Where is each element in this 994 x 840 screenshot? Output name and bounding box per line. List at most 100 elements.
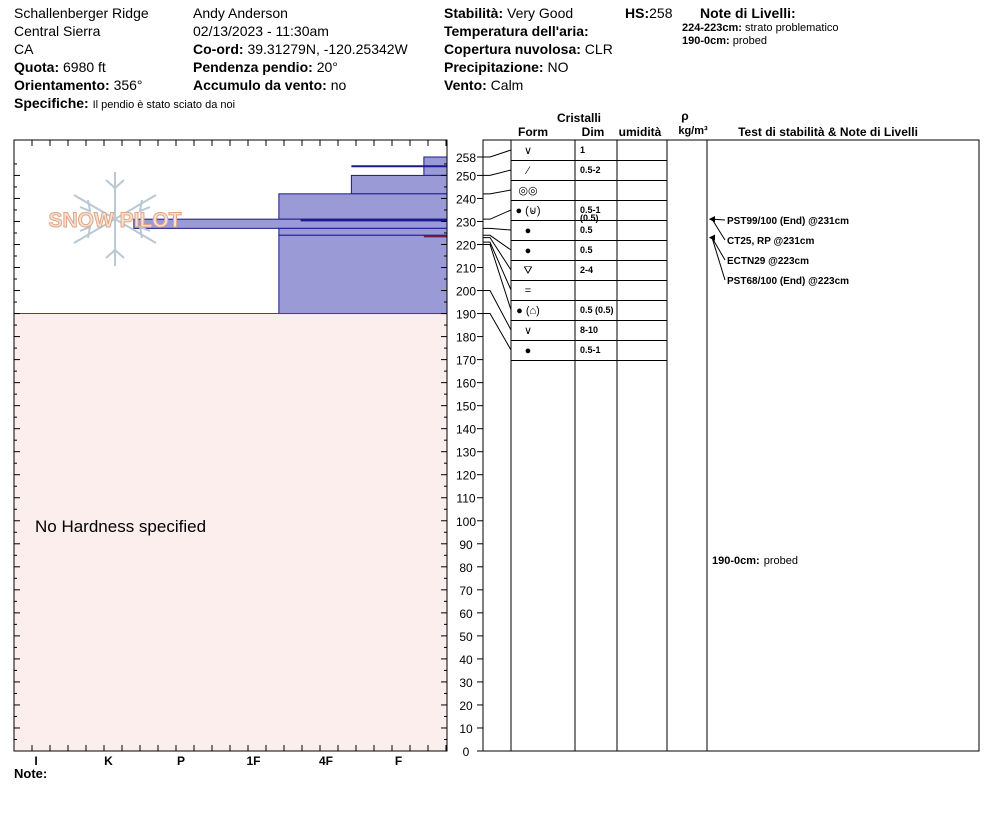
left-tick-marks [14, 163, 20, 752]
specifics: Specifiche: Il pendio è stato sciato da … [14, 95, 236, 111]
layer-connector-lines [483, 149, 512, 351]
depth-tick-label: 200 [456, 285, 476, 299]
stability-test-annotations: PST99/100 (End) @231cm CT25, RP @231cm ECT… [709, 216, 849, 287]
right-tick-marks [441, 163, 447, 752]
crystal-form-symbol: ● [525, 245, 532, 257]
profile-note: 190-0cm: probed [712, 555, 798, 567]
probed-region [14, 313, 447, 751]
moisture-header: umidità [619, 125, 662, 139]
crystal-size: 0.5-1 [580, 345, 601, 355]
size-header: Dim [582, 125, 605, 139]
layer-connector [483, 237, 512, 271]
depth-tick-label: 150 [456, 400, 476, 414]
depth-tick-label: 120 [456, 469, 476, 483]
hardness-layer-bar [350, 174, 448, 195]
datetime: 02/13/2023 - 11:30am [193, 23, 329, 39]
layer-connector [483, 227, 512, 231]
wind: Vento: Calm [444, 77, 524, 93]
depth-tick-label: 180 [456, 331, 476, 345]
top-tick-marks [13, 140, 447, 146]
hardness-layer-bar [278, 193, 448, 220]
aspect: Orientamento: 356° [14, 77, 143, 93]
state: CA [14, 41, 34, 57]
stability-test-label: PST68/100 (End) @223cm [727, 276, 849, 287]
total-snow-depth: HS:258 [625, 5, 673, 21]
depth-tick-label: 258 [456, 151, 476, 165]
depth-tick-label: 20 [459, 699, 473, 713]
observer: Andy Anderson [193, 5, 288, 21]
depth-tick-label: 70 [459, 584, 473, 598]
layer-connector [483, 290, 512, 331]
crystal-form-symbol: ● (⊌) [515, 205, 540, 217]
layer-notes-title: Note di Livelli: [700, 5, 796, 21]
test-leader-line [711, 237, 726, 261]
crystal-size: 0.5-2 [580, 165, 601, 175]
depth-tick-label: 90 [459, 538, 473, 552]
depth-tick-label: 40 [459, 653, 473, 667]
depth-tick-label: 210 [456, 262, 476, 276]
elevation: Quota: 6980 ft [14, 59, 106, 75]
depth-tick-label: 10 [459, 722, 473, 736]
density-symbol: ρ [681, 109, 688, 123]
slope-angle: Pendenza pendio: 20° [193, 59, 338, 75]
depth-tick-label: 160 [456, 377, 476, 391]
depth-tick-label: 240 [456, 192, 476, 206]
crystal-size: 2-4 [580, 265, 593, 275]
coordinates: Co-ord: 39.31279N, -120.25342W [193, 41, 408, 57]
depth-tick-label: 220 [456, 238, 476, 252]
hardness-layer-bar [278, 227, 448, 236]
hardness-plot: I K P 1F 4F F [13, 139, 448, 768]
layer-connector [483, 241, 512, 291]
depth-tick-label: 80 [459, 561, 473, 575]
test-leader-line [711, 237, 726, 281]
layer-connector [483, 209, 512, 220]
layer-connector [483, 234, 512, 251]
layer-connector [483, 243, 512, 311]
depth-tick-label: 140 [456, 423, 476, 437]
hardness-axis-labels: I K P 1F 4F F [34, 754, 402, 768]
stability-test-label: CT25, RP @231cm [727, 236, 814, 247]
crystal-rows: ∨ 1⁄ 0.5-2◎◎● (⊌) 0.5-1(0.5)● 0.5● 0.5⛛ 2-4=● … [511, 145, 667, 361]
crystal-form-symbol: ● [525, 345, 532, 357]
depth-tick-label: 130 [456, 446, 476, 460]
depth-tick-label: 30 [459, 676, 473, 690]
hardness-tick-label: 4F [319, 754, 333, 768]
stability-test-label: ECTN29 @223cm [727, 256, 809, 267]
crystal-form-symbol: ∨ [524, 325, 532, 337]
location-name: Schallenberger Ridge [14, 5, 149, 21]
crystal-form-symbol: ◎◎ [518, 185, 537, 197]
bottom-tick-marks [13, 745, 447, 751]
depth-tick-label: 110 [456, 492, 475, 506]
stability-tests-header: Test di stabilità & Note di Livelli [738, 125, 918, 139]
hardness-tick-label: F [395, 754, 402, 768]
depth-axis-labels: 2582502402302202102001901801701601501401… [456, 151, 483, 759]
depth-tick-label: 0 [463, 745, 470, 759]
crystal-size: 8-10 [580, 325, 598, 335]
depth-tick-label: 50 [459, 630, 473, 644]
depth-tick-label: 190 [456, 308, 476, 322]
test-arrow [709, 216, 715, 223]
precipitation: Precipitazione: NO [444, 59, 569, 75]
hardness-layers [133, 156, 448, 315]
test-arrow [709, 234, 715, 241]
snowflake-icon [73, 172, 157, 266]
hardness-tick-label: K [104, 754, 113, 768]
crystal-form-symbol: ● [525, 225, 532, 237]
crystal-size: 1 [580, 145, 585, 155]
layer-table-frame [482, 139, 980, 752]
hardness-layer-bar [278, 234, 448, 315]
crystal-size: 0.5-1 [580, 205, 601, 215]
depth-tick-label: 250 [456, 169, 476, 183]
sky-cover: Copertura nuvolosa: CLR [444, 41, 613, 57]
crystal-size: 0.5 (0.5) [580, 305, 614, 315]
layer-connector [483, 149, 512, 158]
layer-connector [483, 169, 512, 176]
layer-note: 190-0cm: probed [682, 35, 768, 47]
crystal-form-symbol: ● (⌂) [516, 305, 540, 317]
hardness-tick-label: P [177, 754, 185, 768]
crystal-form-symbol: ⁄ [524, 165, 531, 177]
layer-connector [483, 313, 512, 351]
test-leader-line [711, 218, 726, 241]
stability: Stabilità: Very Good [444, 5, 574, 21]
